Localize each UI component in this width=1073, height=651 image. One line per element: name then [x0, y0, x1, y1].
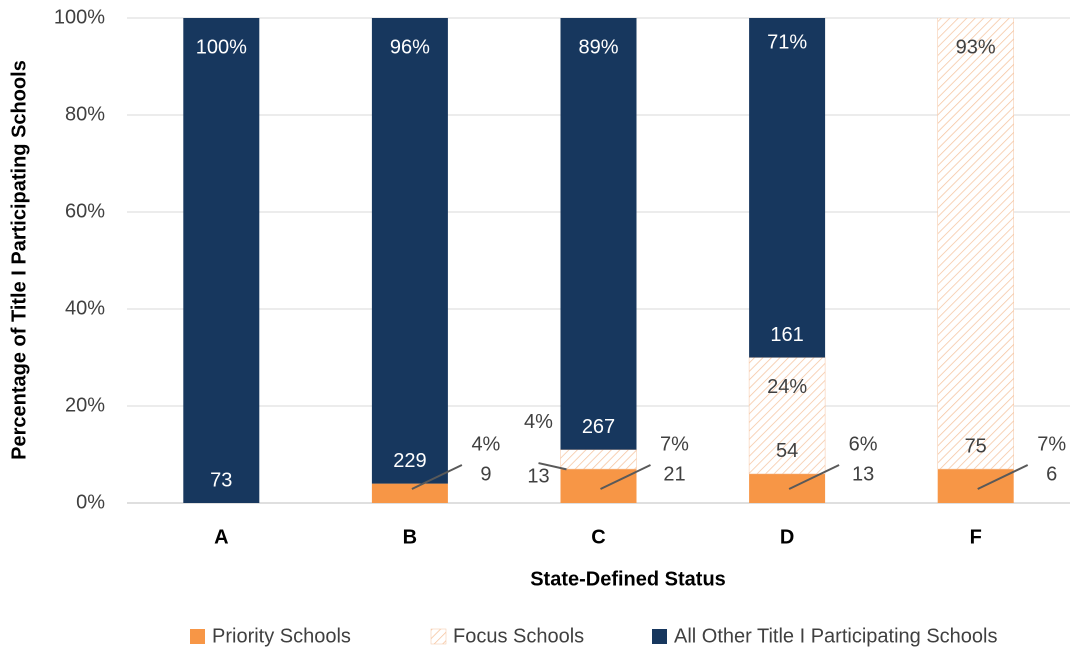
leader-line [977, 464, 1029, 490]
count-label: 21 [663, 463, 685, 485]
bar-segment [749, 18, 826, 358]
bar-segment [371, 483, 448, 503]
bar-segment [183, 18, 260, 503]
value-label: 71% [767, 31, 807, 53]
x-tick-label: A [214, 526, 228, 548]
bar-segment [560, 469, 637, 503]
count-label: 161 [770, 324, 803, 346]
legend-swatch [190, 629, 205, 644]
value-label: 4% [471, 433, 500, 455]
count-label: 73 [210, 469, 232, 491]
legend-swatch [652, 629, 667, 644]
bar-segment [937, 469, 1014, 503]
x-axis-title: State-Defined Status [530, 568, 726, 590]
leader-line [788, 464, 840, 490]
y-tick-label: 0% [76, 491, 105, 513]
value-label: 93% [956, 36, 996, 58]
count-label: 13 [527, 465, 549, 487]
value-label: 6% [849, 433, 878, 455]
legend-label: Focus Schools [453, 625, 584, 647]
y-tick-label: 40% [65, 297, 105, 319]
x-tick-label: F [970, 526, 982, 548]
value-label: 7% [1037, 433, 1066, 455]
value-label: 96% [390, 36, 430, 58]
bar-segment [560, 449, 637, 470]
leader-line [538, 462, 567, 471]
count-label: 75 [965, 435, 987, 457]
y-tick-label: 20% [65, 394, 105, 416]
value-label: 89% [578, 36, 618, 58]
legend-label: Priority Schools [212, 625, 351, 647]
value-label: 7% [660, 433, 689, 455]
y-tick-label: 80% [65, 103, 105, 125]
value-label: 100% [196, 36, 247, 58]
count-label: 54 [776, 440, 798, 462]
bar-segment [937, 18, 1014, 470]
y-tick-label: 100% [54, 6, 105, 28]
bar-segment [748, 357, 826, 475]
count-label: 9 [480, 463, 491, 485]
leader-line [600, 464, 651, 490]
x-tick-label: C [591, 526, 605, 548]
x-tick-label: D [780, 526, 794, 548]
count-label: 13 [852, 463, 874, 485]
plot-area [183, 18, 1014, 503]
y-tick-label: 60% [65, 200, 105, 222]
value-label: 4% [524, 411, 553, 433]
count-label: 6 [1046, 463, 1057, 485]
leader-line [411, 464, 463, 490]
count-label: 229 [393, 450, 426, 472]
legend-swatch [430, 628, 447, 645]
value-label: 24% [767, 376, 807, 398]
y-axis-title: Percentage of Title I Participating Scho… [8, 60, 30, 460]
x-tick-label: B [403, 526, 417, 548]
count-label: 267 [582, 416, 615, 438]
bar-segment [560, 18, 637, 450]
legend-label: All Other Title I Participating Schools [674, 625, 997, 647]
bar-segment [371, 18, 448, 484]
